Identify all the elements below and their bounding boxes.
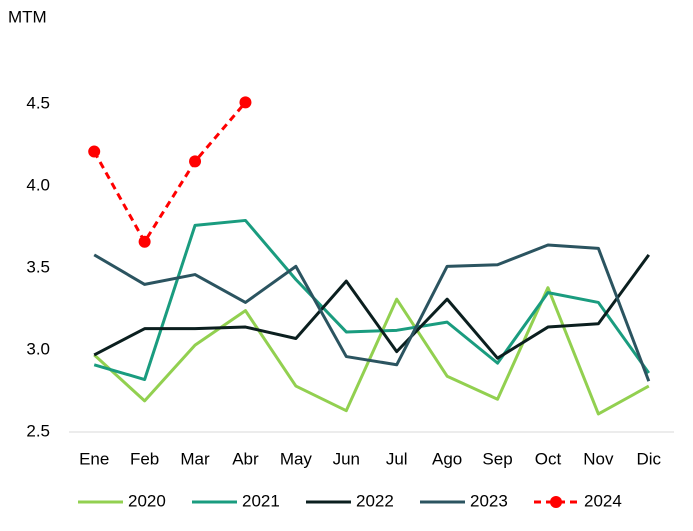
data-point (138, 235, 151, 248)
x-tick-label: May (280, 449, 313, 468)
x-tick-label: Feb (130, 449, 159, 468)
data-point (239, 96, 252, 109)
legend-label: 2022 (356, 491, 394, 510)
series-line (92, 101, 247, 244)
y-tick-label: 3.0 (26, 339, 50, 358)
legend-label: 2023 (470, 491, 508, 510)
legend-label: 2024 (584, 491, 622, 510)
legend-label: 2021 (242, 491, 280, 510)
x-tick-label: Oct (535, 449, 562, 468)
x-tick-label: Mar (180, 449, 210, 468)
x-tick-label: Dic (637, 449, 662, 468)
y-tick-label: 3.5 (26, 257, 50, 276)
x-tick-label: Nov (583, 449, 614, 468)
data-point (189, 155, 202, 168)
series-line (93, 253, 651, 360)
y-tick-label: 4.0 (26, 175, 50, 194)
data-point (88, 145, 101, 158)
legend-marker (550, 496, 562, 508)
x-tick-label: Abr (232, 449, 259, 468)
x-tick-label: Ene (79, 449, 109, 468)
y-tick-label: 4.5 (26, 93, 50, 112)
x-tick-label: Jul (386, 449, 408, 468)
x-tick-label: Ago (432, 449, 462, 468)
series-line (93, 218, 651, 382)
y-tick-label: 2.5 (26, 421, 50, 440)
x-tick-label: Sep (482, 449, 512, 468)
series-line (93, 243, 651, 382)
y-axis-label: MTM (8, 7, 47, 26)
legend-label: 2020 (128, 491, 166, 510)
x-tick-label: Jun (333, 449, 360, 468)
series-line (93, 286, 650, 416)
